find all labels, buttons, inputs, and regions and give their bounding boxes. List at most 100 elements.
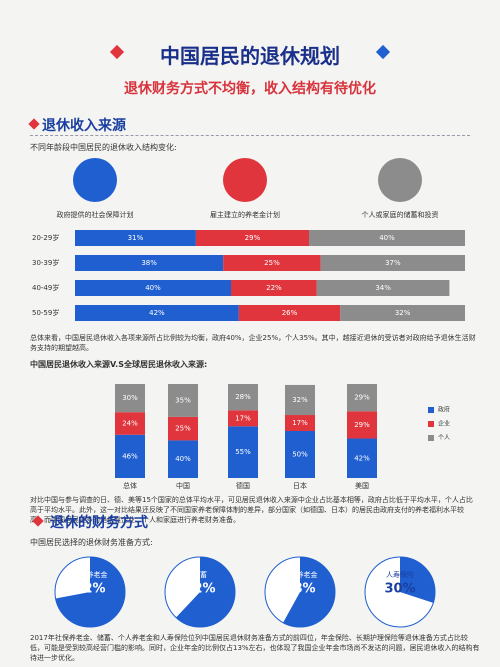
data-label: 40%: [175, 455, 191, 463]
data-label: 28%: [235, 393, 251, 401]
intro: 中国居民选择的退休财务准备方式:: [30, 538, 153, 547]
x-tick-label: 中国: [176, 481, 190, 490]
legend-swatch: [428, 421, 434, 427]
data-label: 46%: [122, 452, 138, 460]
data-label: 26%: [282, 309, 298, 317]
data-label: 42%: [149, 309, 165, 317]
legend-swatch: [428, 407, 434, 413]
pie-slice: [55, 557, 126, 627]
legend-label: 政府: [438, 406, 450, 414]
bar-segment: [195, 230, 309, 246]
bar-segment: [340, 305, 465, 321]
bar-segment: [75, 230, 196, 246]
data-label: 17%: [235, 414, 251, 422]
data-label: 55%: [235, 448, 251, 456]
data-label: 72%: [74, 582, 105, 597]
icon: [223, 158, 267, 202]
data-label: 17%: [292, 419, 308, 427]
y-tick-label: 40-49岁: [32, 283, 59, 292]
data-label: 32%: [395, 309, 411, 317]
category-label: 人寿保险: [386, 570, 414, 579]
data-label: 38%: [141, 259, 157, 267]
legend-swatch: [428, 435, 434, 441]
data-label: 25%: [175, 425, 191, 433]
category-label: 储蓄: [193, 570, 207, 579]
bar-segment: [285, 384, 315, 416]
data-label: 50%: [292, 451, 308, 459]
data-label: 32%: [292, 396, 308, 404]
data-label: 31%: [128, 234, 144, 242]
data-label: 22%: [266, 284, 282, 292]
bar-segment: [223, 255, 321, 271]
bar-segment: [309, 230, 465, 246]
data-label: 29%: [354, 394, 370, 402]
data-label: 42%: [354, 454, 370, 462]
icon: [378, 158, 422, 202]
bar-segment: [285, 431, 315, 478]
bar-segment: [115, 412, 145, 435]
y-tick-label: 30-39岁: [32, 258, 59, 267]
data-label: 29%: [245, 234, 261, 242]
bar-segment: [75, 255, 224, 271]
heading: 退休的财务方式: [50, 515, 148, 531]
pie-slice: [176, 557, 235, 627]
data-label: 30%: [384, 582, 415, 597]
data-label: 25%: [264, 259, 280, 267]
x-tick-label: 日本: [293, 481, 307, 490]
bar-segment: [168, 384, 198, 417]
bar-segment: [347, 411, 377, 439]
legend-label: 个人或家庭的储蓄和投资: [361, 211, 439, 219]
bar-segment: [231, 280, 317, 296]
data-label: 40%: [145, 284, 161, 292]
bar-segment: [320, 255, 465, 271]
data-label: 24%: [122, 419, 138, 427]
bar-segment: [316, 280, 450, 296]
legend-label: 雇主建立的养老金计划: [210, 211, 280, 219]
legend-label: 政府提供的社会保障计划: [56, 211, 134, 219]
bar-segment: [228, 426, 258, 478]
legend-label: 企业: [438, 420, 450, 428]
note: 对比中国与参与调查的日、德、美等15个国家的总体平均水平，可见居民退休收入来源中…: [30, 496, 473, 524]
bar-segment: [347, 384, 377, 412]
bar-segment: [228, 384, 258, 411]
x-tick-label: 美国: [355, 481, 369, 490]
legend-label: 个人: [438, 435, 450, 442]
data-label: 37%: [385, 259, 401, 267]
chart: 20-29岁 31% 29% 40% 30-39岁 38% 25% 37% 40-49岁 40% 2…: [32, 230, 465, 321]
bar-segment: [75, 280, 231, 296]
x-tick-label: 德国: [236, 481, 250, 490]
bar-segment: [238, 305, 341, 321]
bar-segment: [168, 440, 198, 478]
data-label: 34%: [375, 284, 391, 292]
bar-segment: [285, 415, 315, 431]
bar-segment: [115, 434, 145, 478]
icon: [73, 158, 117, 202]
pie-slice: [283, 557, 335, 627]
chart: 社保养老金 72% 储蓄 62% 个人养老金 58% 人寿保险 30%: [54, 556, 436, 628]
chart: 总体 46% 24% 30% 中国 40% 25% 35% 德国 55% 17% 28% 日本 50% 17…: [115, 384, 450, 490]
data-label: 40%: [379, 234, 395, 242]
intro: 不同年龄段中国居民的退休收入结构变化:: [30, 143, 177, 152]
heading: 退休收入来源: [42, 118, 126, 134]
bar-segment: [347, 438, 377, 478]
data-label: 35%: [175, 396, 191, 404]
subtitle: 退休财务方式不均衡，收入结构有待优化: [124, 81, 376, 97]
x-tick-label: 总体: [123, 481, 137, 490]
data-label: 29%: [354, 421, 370, 429]
data-label: 62%: [184, 582, 215, 597]
y-tick-label: 50-59岁: [32, 308, 59, 317]
category-label: 社保养老金: [73, 570, 108, 579]
data-label: 30%: [122, 394, 138, 402]
rule: [30, 135, 470, 136]
chart-title: 中国居民退休收入来源V.S全球居民退休收入来源:: [30, 360, 208, 369]
bar-segment: [115, 384, 145, 413]
pie-slice: [400, 557, 435, 603]
bar-segment: [168, 416, 198, 441]
data-label: 58%: [284, 582, 315, 597]
note: 总体来看，中国居民退休收入各项来源所占比例较为均衡，政府40%，企业25%，个人…: [30, 334, 476, 352]
note: 2017年社保养老金、储蓄、个人养老金和人寿保险位列中国居民退休财务准备方式的前…: [30, 634, 480, 662]
marker: [28, 118, 40, 130]
category-label: 个人养老金: [283, 570, 318, 579]
title: 中国居民的退休规划: [160, 44, 340, 68]
